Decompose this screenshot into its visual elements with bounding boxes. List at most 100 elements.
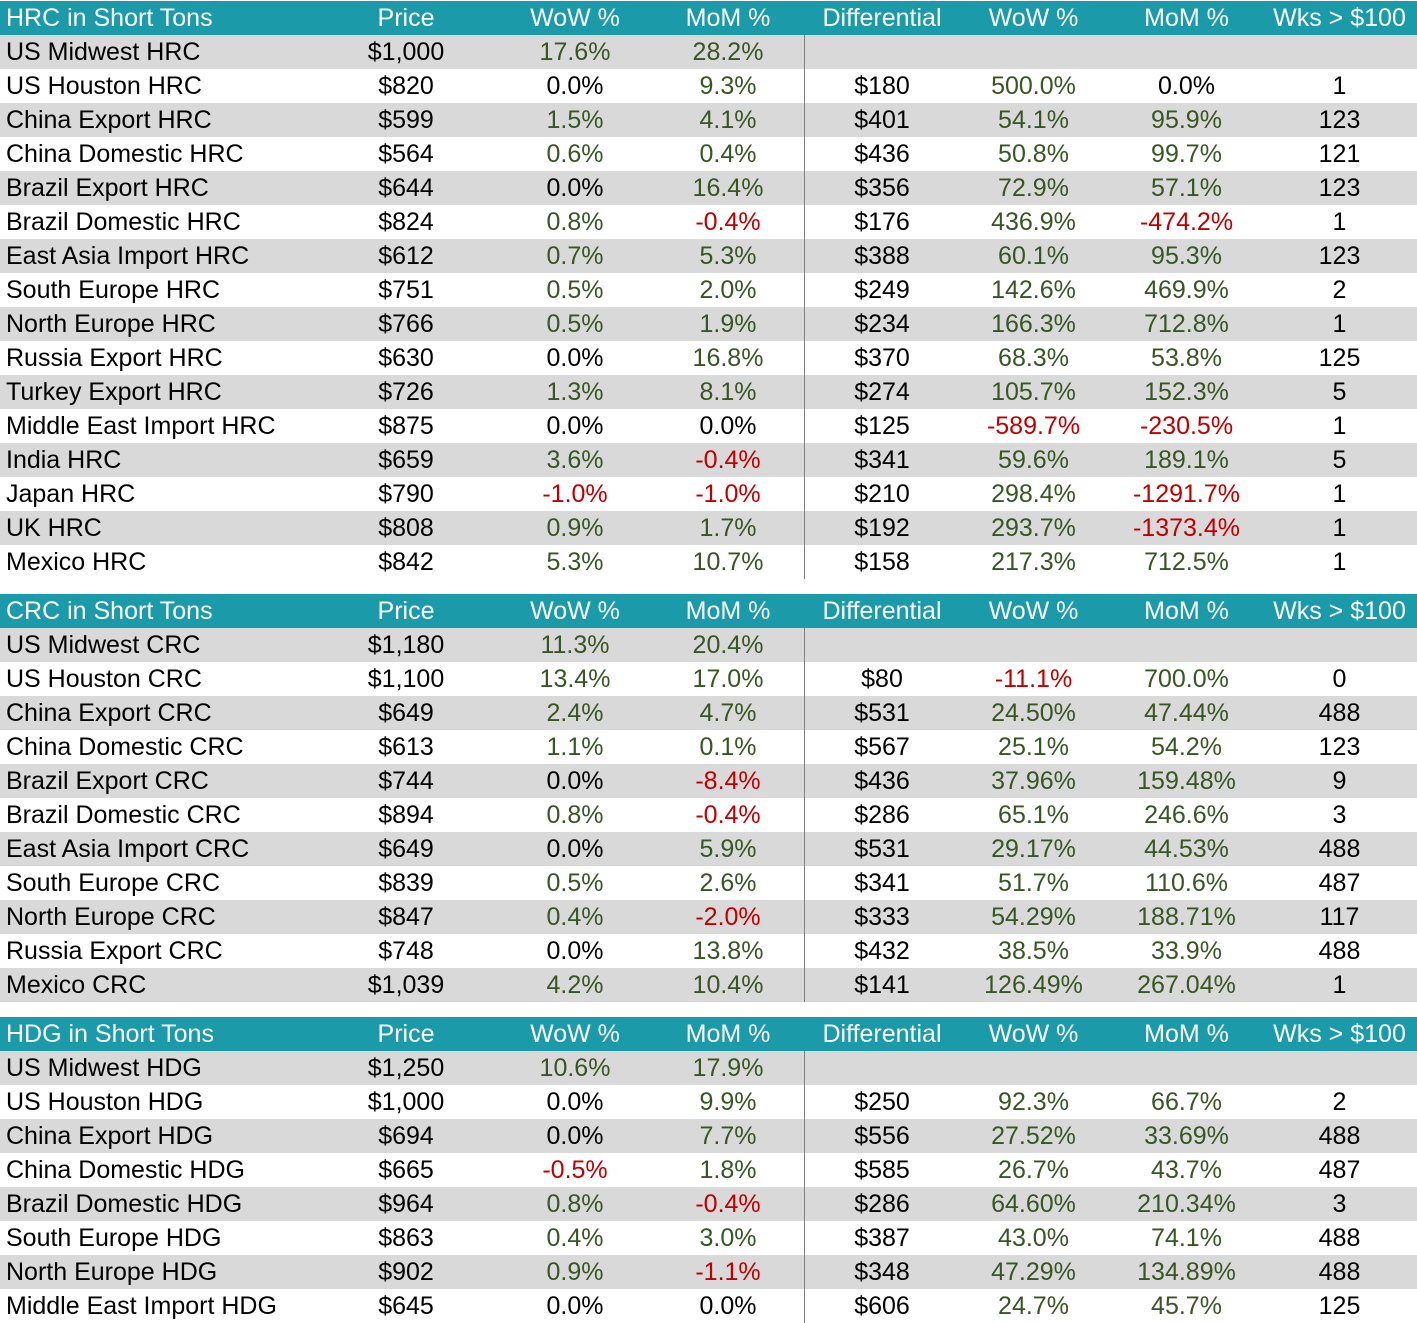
cell-wow: 0.4% [546,1224,604,1252]
cell-wks: 121 [1318,140,1361,168]
cell-dwow: 54.29% [991,903,1076,931]
cell-dmom: 700.0% [1144,665,1229,693]
cell-diff: $356 [854,174,910,202]
cell-wow: 0.8% [546,1190,604,1218]
table-row: US Midwest HDG $1,250 10.6% 17.9% [0,1051,1417,1085]
cell-price: $726 [378,378,434,406]
cell-wow: 0.6% [546,140,604,168]
cell-dwow: 436.9% [991,208,1076,236]
table-row: East Asia Import CRC $649 0.0% 5.9% $531 29.1… [0,832,1417,866]
cell-price: $824 [378,208,434,236]
cell-dmom: 188.71% [1137,903,1236,931]
column-header: Wks > $100 [1273,597,1406,625]
cell-dmom: 66.7% [1151,1088,1222,1116]
cell-dmom: 33.69% [1144,1122,1229,1150]
cell-dwow: 60.1% [998,242,1069,270]
cell-dmom: 110.6% [1145,869,1228,897]
cell-diff: $180 [854,72,910,100]
cell-wow: 0.5% [546,310,604,338]
column-header: MoM % [1144,597,1229,625]
cell-dmom: -474.2% [1139,208,1234,236]
cell-dmom: 267.04% [1137,971,1236,999]
table-row: Russia Export CRC $748 0.0% 13.8% $432 38.5% 3… [0,934,1417,968]
cell-mom: 16.4% [692,174,764,202]
section-header-row: HRC in Short Tons Price WoW % MoM % Differen… [0,1,1417,35]
table-row: Mexico HRC $842 5.3% 10.7% $158 217.3% 712.5% 1 [0,545,1417,579]
table-row: China Domestic HDG $665 -0.5% 1.8% $585 26.7%… [0,1153,1417,1187]
cell-wks: 5 [1332,446,1347,474]
cell-wow: -0.5% [542,1156,608,1184]
cell-price: $1,000 [367,1088,445,1116]
row-label: East Asia Import CRC [6,835,250,863]
cell-dmom: 152.3% [1144,378,1229,406]
cell-wks: 1 [1332,72,1347,100]
cell-dmom: 44.53% [1144,835,1229,863]
cell-dwow: 72.9% [998,174,1069,202]
cell-diff: $286 [854,801,910,829]
column-header: WoW % [988,597,1079,625]
cell-wow: 10.6% [539,1054,611,1082]
cell-dmom: 74.1% [1151,1224,1222,1252]
cell-price: $839 [378,869,434,897]
row-label: Japan HRC [6,480,136,508]
cell-wow: 0.0% [546,412,604,440]
row-label: China Domestic CRC [6,733,244,761]
cell-wow: 2.4% [546,699,604,727]
cell-wow: 0.4% [546,903,604,931]
column-header: MoM % [685,597,771,625]
cell-dmom [1110,1051,1263,1085]
cell-mom: 2.6% [699,869,757,897]
cell-diff: $388 [854,242,910,270]
section-title: HRC in Short Tons [6,4,213,32]
cell-mom: 3.0% [699,1224,757,1252]
cell-dwow: -589.7% [986,412,1081,440]
cell-wow: 0.8% [546,208,604,236]
cell-mom: 20.4% [692,631,764,659]
cell-mom: 10.7% [692,548,764,576]
cell-diff: $176 [854,208,910,236]
row-label: US Houston HDG [6,1088,204,1116]
table-row: UK HRC $808 0.9% 1.7% $192 293.7% -1373.4% 1 [0,511,1417,545]
column-header: WoW % [530,4,620,32]
cell-dwow: 51.7% [998,869,1069,897]
cell-mom: 7.7% [699,1122,757,1150]
cell-dwow: 43.0% [998,1224,1069,1252]
cell-dwow: 59.6% [998,446,1069,474]
cell-mom: -0.4% [695,446,761,474]
cell-dwow: 29.17% [991,835,1076,863]
cell-dmom [1110,628,1263,662]
cell-wow: 0.0% [546,937,604,965]
section-title: CRC in Short Tons [6,597,213,625]
row-label: Brazil Export CRC [6,767,209,795]
cell-dwow: 298.4% [991,480,1076,508]
cell-wow: 1.5% [546,106,604,134]
cell-dwow: 142.6% [991,276,1076,304]
cell-price: $863 [378,1224,434,1252]
cell-wks: 3 [1332,1190,1347,1218]
cell-price: $1,250 [367,1054,445,1082]
cell-diff: $531 [854,835,910,863]
row-label: UK HRC [6,514,102,542]
cell-dmom: 33.9% [1151,937,1222,965]
cell-diff: $250 [854,1088,910,1116]
cell-wks: 488 [1318,1122,1361,1150]
table-row: Brazil Domestic HDG $964 0.8% -0.4% $286 64.6… [0,1187,1417,1221]
cell-wks [1262,35,1417,69]
cell-wks: 488 [1318,937,1361,965]
column-header: Differential [822,1020,942,1048]
cell-wks: 2 [1332,1088,1347,1116]
cell-wow: 5.3% [546,548,604,576]
cell-mom: 9.3% [699,72,757,100]
column-header: WoW % [530,1020,620,1048]
cell-mom: -1.0% [695,480,761,508]
cell-wks [1262,1051,1417,1085]
row-label: South Europe HRC [6,276,221,304]
cell-wow: 0.9% [546,1258,604,1286]
row-label: China Domestic HDG [6,1156,245,1184]
cell-dmom: 246.6% [1144,801,1229,829]
column-header: MoM % [1144,4,1229,32]
row-label: North Europe HDG [6,1258,218,1286]
cell-mom: -2.0% [695,903,761,931]
row-label: South Europe CRC [6,869,221,897]
table-row: North Europe CRC $847 0.4% -2.0% $333 54.29% 1… [0,900,1417,934]
